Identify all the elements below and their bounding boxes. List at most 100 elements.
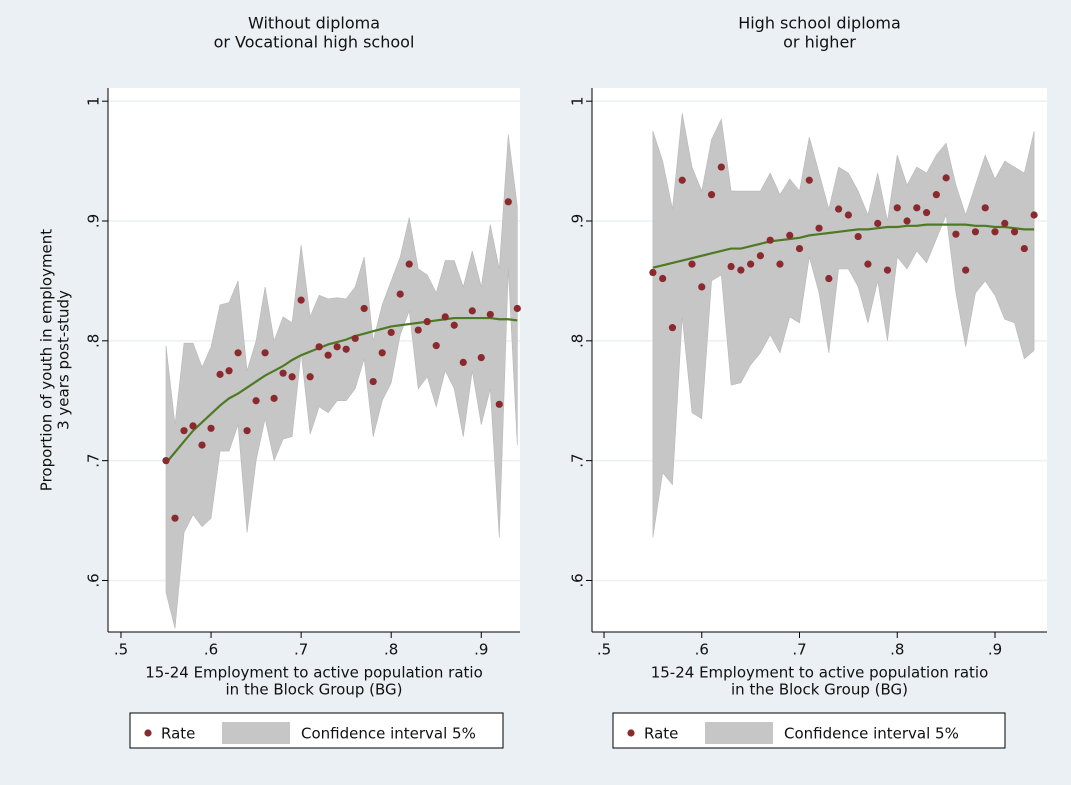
rate-point: [198, 441, 206, 449]
rate-point: [405, 260, 413, 268]
fit-line: [165, 316, 518, 464]
rate-point: [815, 224, 823, 232]
rate-point: [414, 326, 422, 334]
rate-point: [835, 205, 843, 213]
y-axis-label: 3 years post-study: [55, 290, 73, 430]
rate-point: [952, 230, 960, 238]
legend-marker: [144, 729, 152, 737]
rate-point: [668, 324, 677, 332]
rate-point: [459, 358, 467, 366]
rate-point: [747, 260, 755, 268]
y-tick-label: .8: [85, 334, 103, 348]
x-tick-label: .5: [114, 641, 128, 659]
rate-point: [288, 373, 296, 381]
rate-point: [903, 217, 911, 225]
legend-label: Confidence interval 5%: [784, 725, 959, 743]
legend-label: Rate: [161, 725, 195, 743]
y-tick-label: 1: [569, 96, 587, 106]
rate-point: [342, 345, 350, 353]
fit-line: [652, 223, 1035, 269]
rate-point: [717, 163, 725, 171]
x-tick-label: .8: [384, 641, 398, 659]
y-tick-label: .8: [569, 334, 587, 348]
rate-point: [351, 334, 359, 343]
rate-point: [844, 211, 852, 219]
x-tick-label: .9: [474, 641, 488, 659]
rate-point: [971, 228, 980, 236]
rate-point: [306, 373, 314, 381]
rate-point: [1030, 211, 1038, 219]
rate-point: [486, 310, 494, 319]
rate-point: [216, 370, 224, 378]
rate-point: [297, 296, 305, 304]
rate-point: [756, 252, 765, 260]
rate-point: [279, 369, 287, 377]
rate-point: [698, 283, 706, 291]
confidence-band: [165, 134, 518, 629]
rate-point: [162, 457, 170, 465]
panel-title: Without diploma: [248, 14, 380, 33]
rate-point: [727, 262, 735, 271]
rate-point: [333, 343, 341, 351]
rate-point: [189, 422, 197, 430]
rate-point: [795, 244, 804, 253]
legend: [129, 712, 504, 749]
rate-point: [913, 204, 921, 212]
rate-point: [922, 209, 931, 217]
rate-point: [252, 397, 260, 405]
panel-title: or higher: [783, 33, 856, 52]
rate-point: [874, 219, 882, 228]
x-tick-label: .7: [792, 641, 806, 659]
x-tick-label: .6: [695, 641, 709, 659]
rate-point: [387, 328, 395, 337]
rate-point: [981, 204, 989, 212]
panel-title: or Vocational high school: [214, 33, 415, 52]
y-tick-label: .6: [85, 573, 103, 587]
rate-point: [360, 304, 368, 313]
rate-point: [207, 424, 215, 432]
rate-point: [825, 274, 833, 283]
legend-swatch: [705, 722, 773, 744]
legend: [612, 712, 1006, 749]
rate-point: [659, 274, 667, 283]
rate-point: [243, 427, 251, 435]
confidence-band: [652, 113, 1035, 538]
rate-point: [942, 174, 950, 182]
rate-point: [396, 290, 404, 298]
x-axis-label: in the Block Group (BG): [731, 681, 908, 699]
rate-point: [504, 198, 512, 206]
legend-marker: [627, 729, 635, 737]
x-tick-label: .5: [597, 641, 611, 659]
rate-point: [324, 351, 332, 359]
rate-point: [883, 266, 892, 274]
rate-point: [432, 342, 440, 350]
rate-point: [234, 349, 242, 357]
rate-point: [854, 232, 862, 241]
rate-point: [805, 176, 813, 184]
rate-point: [450, 321, 458, 329]
rate-point: [468, 307, 476, 315]
rate-point: [225, 367, 233, 375]
y-tick-label: .9: [569, 214, 587, 228]
legend-label: Rate: [644, 725, 678, 743]
x-axis-label: in the Block Group (BG): [226, 681, 403, 699]
x-tick-label: .7: [294, 641, 308, 659]
y-tick-label: 1: [85, 96, 103, 106]
rate-point: [786, 231, 794, 239]
rate-point: [495, 400, 503, 408]
rate-point: [776, 260, 784, 268]
rate-point: [864, 260, 872, 268]
rate-point: [171, 514, 179, 522]
rate-point: [688, 260, 696, 268]
rate-point: [1001, 219, 1009, 228]
y-tick-label: .7: [85, 453, 103, 467]
legend-swatch: [222, 722, 290, 744]
rate-point: [180, 427, 188, 435]
y-tick-label: .6: [569, 573, 587, 587]
rate-point: [378, 349, 386, 357]
rate-point: [649, 268, 657, 277]
x-tick-label: .8: [890, 641, 904, 659]
rate-point: [1020, 244, 1028, 253]
rate-point: [893, 204, 901, 212]
